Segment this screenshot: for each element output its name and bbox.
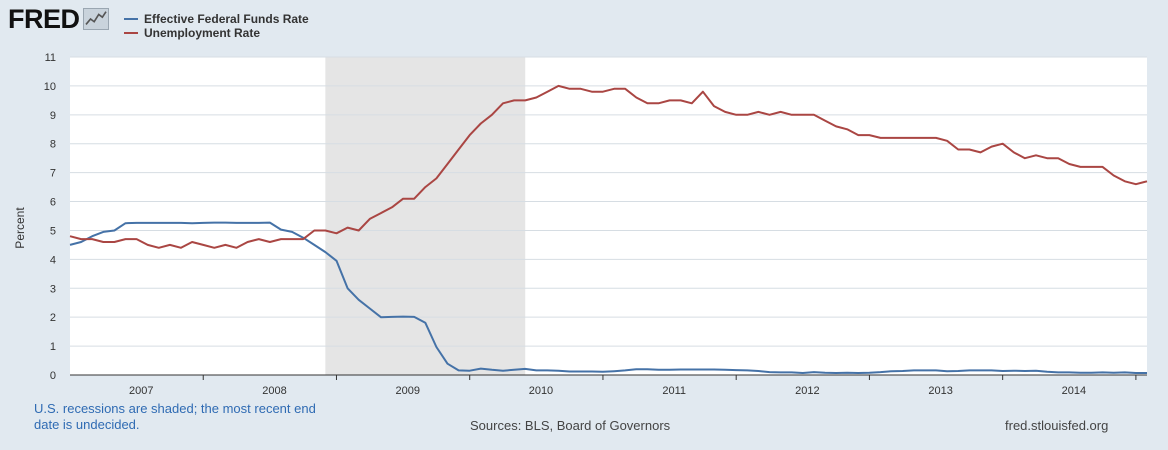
site-url[interactable]: fred.stlouisfed.org xyxy=(1005,418,1109,433)
y-tick-label-3: 3 xyxy=(50,283,56,295)
y-tick-label-10: 10 xyxy=(44,81,56,93)
y-tick-label-7: 7 xyxy=(50,168,56,180)
x-tick-label-2014: 2014 xyxy=(1062,385,1086,397)
recession-note: U.S. recessions are shaded; the most rec… xyxy=(34,401,316,432)
legend-item-fedfunds[interactable]: Effective Federal Funds Rate xyxy=(124,12,309,26)
line-chart: 0 1 2 3 4 5 6 7 8 9 10 11 2007 2008 2009 2010 2011 2012 20… xyxy=(13,52,1148,397)
x-tick-label-2010: 2010 xyxy=(529,385,553,397)
sources-text: Sources: BLS, Board of Governors xyxy=(470,418,671,433)
y-tick-label-4: 4 xyxy=(50,254,56,266)
legend-swatch-unrate xyxy=(124,32,138,34)
y-tick-label-9: 9 xyxy=(50,110,56,122)
y-tick-label-11: 11 xyxy=(45,52,56,64)
fred-logo-graph-icon xyxy=(82,8,109,30)
series-line-fedfunds xyxy=(69,221,1147,374)
series-line-unrate xyxy=(69,84,1148,249)
legend-item-unrate[interactable]: Unemployment Rate xyxy=(124,26,309,40)
fred-logo: FRED xyxy=(8,4,109,34)
x-tick-label-2013: 2013 xyxy=(928,385,952,397)
plot-background xyxy=(70,57,1147,375)
legend-label-fedfunds: Effective Federal Funds Rate xyxy=(144,12,309,26)
y-tick-label-0: 0 xyxy=(50,370,56,382)
x-tick-label-2011: 2011 xyxy=(662,385,686,397)
chart-legend: Effective Federal Funds Rate Unemploymen… xyxy=(124,12,309,40)
legend-swatch-fedfunds xyxy=(124,18,138,20)
y-tick-label-8: 8 xyxy=(50,139,56,151)
x-tick-label-2008: 2008 xyxy=(262,385,286,397)
x-tick-label-2007: 2007 xyxy=(129,385,153,397)
recession-band-0 xyxy=(325,57,526,375)
fred-logo-text: FRED xyxy=(8,4,80,34)
y-tick-label-2: 2 xyxy=(50,312,56,324)
y-axis-label: Percent xyxy=(13,207,27,249)
y-tick-label-6: 6 xyxy=(50,197,56,209)
y-tick-label-5: 5 xyxy=(50,225,56,237)
y-tick-label-1: 1 xyxy=(50,341,56,353)
x-tick-label-2012: 2012 xyxy=(795,385,819,397)
x-tick-label-2009: 2009 xyxy=(395,385,419,397)
legend-label-unrate: Unemployment Rate xyxy=(144,26,261,40)
